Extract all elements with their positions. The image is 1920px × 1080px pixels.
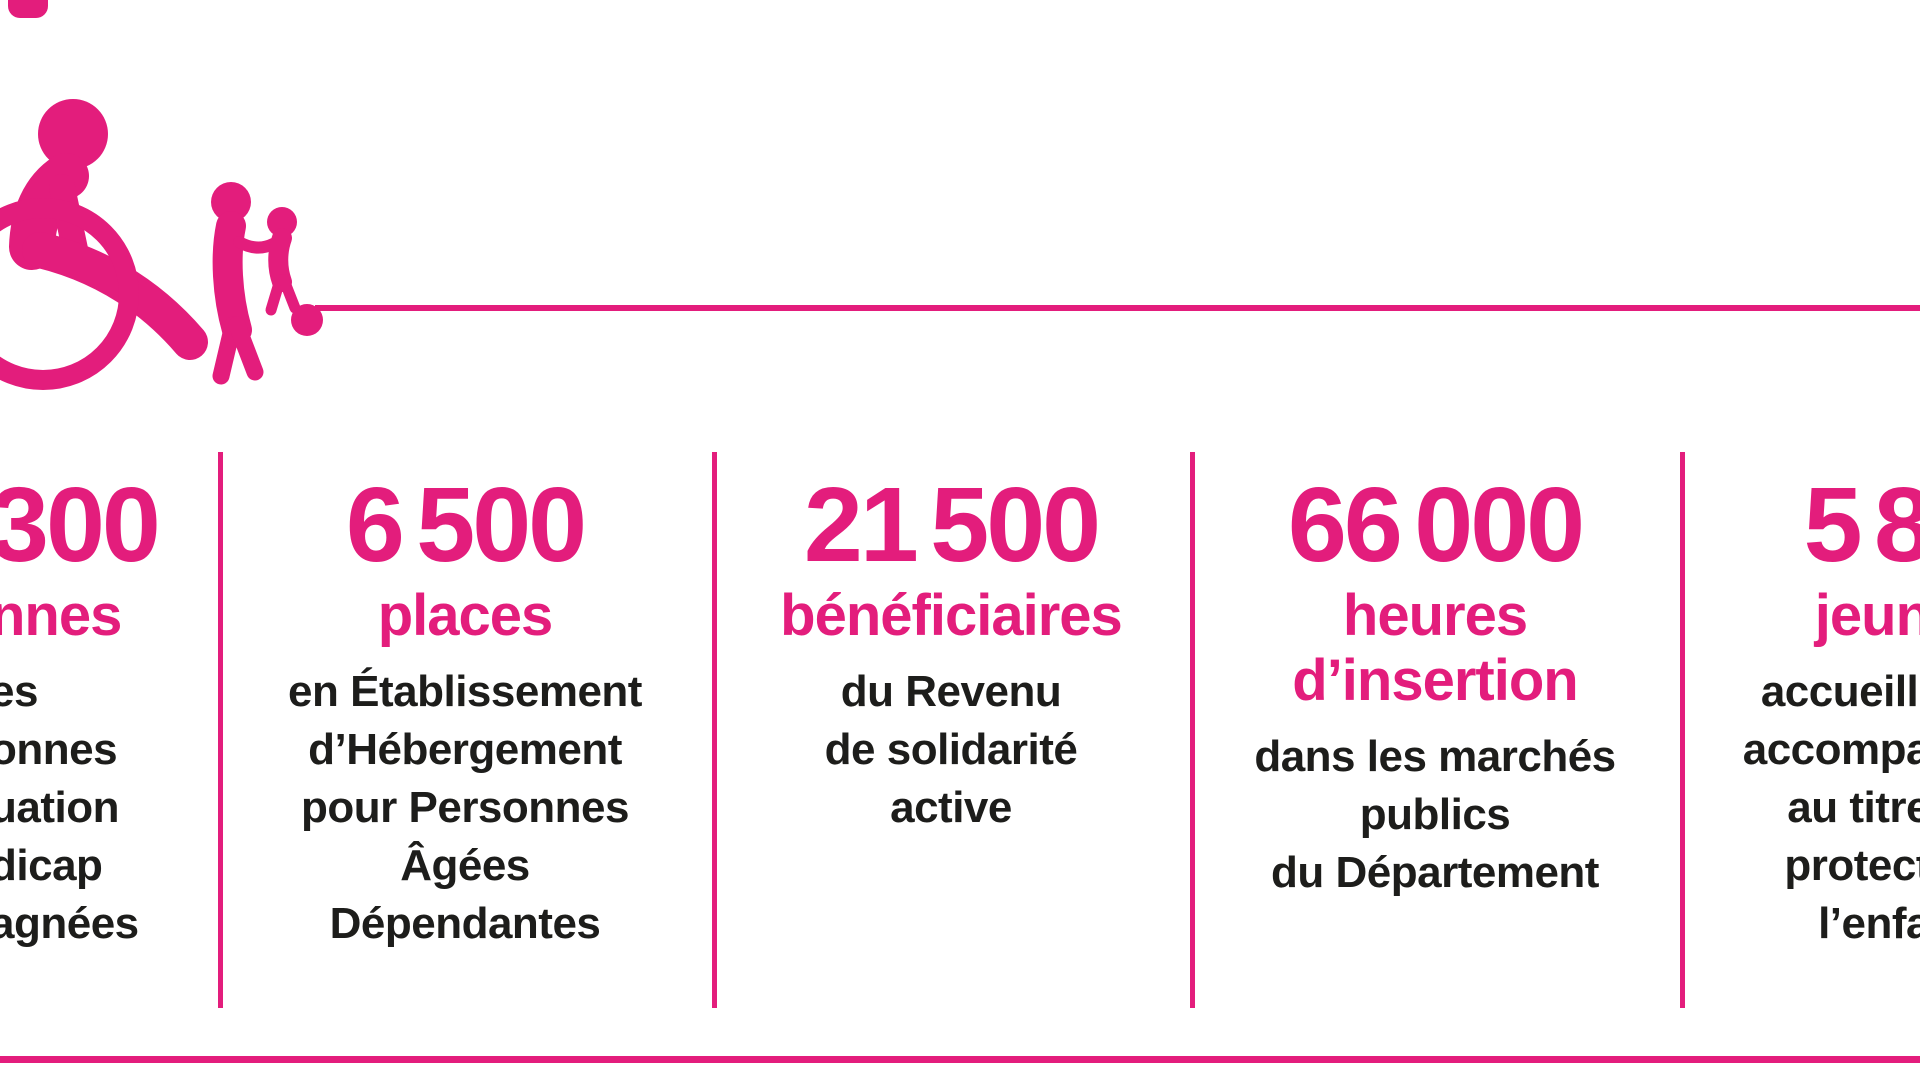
- stat-jeunes-enfance: 5 8 jeun accueilli accompa au titre prot…: [1630, 472, 1920, 953]
- stat-description: du Revenu de solidarité active: [824, 666, 1078, 833]
- stat-description: en Établissement d’Hébergement pour Pers…: [288, 666, 642, 949]
- stat-description: accueilli accompa au titre protect l’enf…: [1742, 666, 1920, 949]
- stat-number: 6 500: [345, 466, 587, 584]
- wheelchair-user-icon: [0, 99, 208, 390]
- stat-unit-label: heures d’insertion: [1292, 583, 1578, 713]
- column-separator: [1680, 452, 1685, 1008]
- bottom-divider-line: [0, 1056, 1920, 1063]
- stat-description: dans les marchés publics du Département: [1254, 731, 1616, 898]
- stat-heures-insertion: 66 000 heures d’insertion dans les march…: [1195, 472, 1675, 902]
- stat-number: 5 8: [1803, 466, 1920, 584]
- ball-icon: [291, 304, 323, 336]
- stat-unit-label: nnes: [0, 583, 122, 648]
- stat-number: 21 500: [803, 466, 1101, 584]
- stat-personnes: 300 nnes es onnes uation dicap agnées: [0, 472, 230, 953]
- stat-unit-label: places: [377, 583, 554, 648]
- column-separator: [712, 452, 717, 1008]
- adult-with-child-icon: [211, 182, 323, 385]
- stat-description: es onnes uation dicap agnées: [0, 666, 139, 949]
- stat-number: 300: [0, 466, 161, 584]
- stat-number: 66 000: [1287, 466, 1585, 584]
- stat-unit-label: bénéficiaires: [780, 583, 1123, 648]
- stat-unit-label: jeun: [1814, 583, 1920, 648]
- stat-places-ehpad: 6 500 places en Établissement d’Hébergem…: [222, 472, 708, 953]
- top-divider-line: [315, 305, 1920, 311]
- column-separator: [1190, 452, 1195, 1008]
- clipped-icon-fragment: [8, 0, 48, 18]
- stat-beneficiaires-rsa: 21 500 bénéficiaires du Revenu de solida…: [717, 472, 1185, 837]
- column-separator: [218, 452, 223, 1008]
